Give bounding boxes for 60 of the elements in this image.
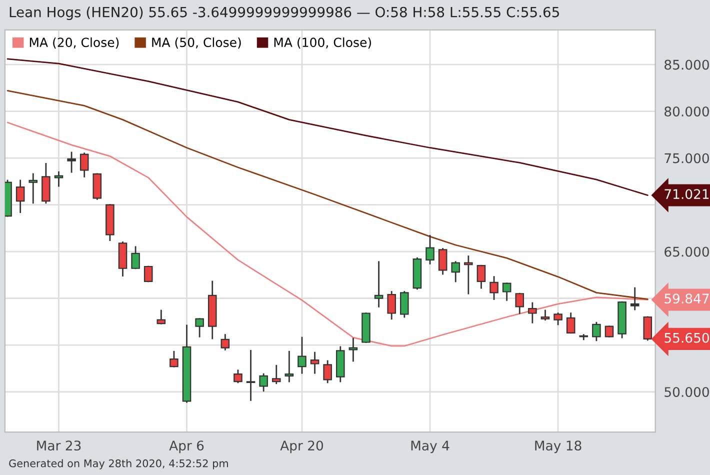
y-tick-label: 80.000 [664, 106, 709, 116]
x-tick-label: Apr 6 [169, 440, 204, 454]
candlestick [54, 171, 64, 187]
y-tick-label: 50.000 [664, 387, 709, 398]
candlestick [438, 248, 448, 275]
candlestick [592, 322, 601, 342]
candlestick [515, 292, 524, 314]
candlestick [387, 291, 396, 320]
candlestick [80, 152, 89, 178]
legend-label: MA (20, Close) [30, 37, 119, 49]
candlestick [451, 261, 460, 282]
candlestick [566, 312, 576, 334]
x-tick-label: Mar 23 [37, 440, 81, 451]
text: Generated on May 28th 2020, 4:52:52 pm [9, 459, 228, 470]
candlestick [284, 350, 294, 382]
candlestick [67, 152, 76, 173]
candlestick [502, 282, 512, 301]
candlestick [540, 310, 550, 320]
text: 55.650 [664, 332, 709, 343]
line-series [6, 90, 648, 300]
candlestick [170, 350, 178, 368]
candlestick [476, 264, 486, 289]
candlestick [144, 266, 153, 282]
candlestick [298, 336, 306, 374]
chart-title: Lean Hogs (HEN20) 55.65 -3.6499999999999986 — O:58 H:58 L:55.55 C:55.65 [10, 6, 559, 20]
x-tick-label: May 18 [535, 440, 582, 454]
candlestick [195, 318, 204, 338]
legend-label: MA (50, Close) [152, 37, 241, 49]
x-tick-label: May 4 [411, 440, 450, 454]
candlestick [630, 287, 640, 310]
candlestick [310, 352, 320, 374]
candlestick [374, 261, 384, 308]
candlestick [554, 312, 562, 326]
y-tick-label: 85.000 [664, 60, 709, 70]
candlestick [604, 326, 614, 338]
line-series [6, 122, 648, 347]
candlestick [426, 234, 434, 264]
candlestick [528, 302, 537, 324]
candlestick [246, 350, 256, 401]
candlestick [464, 256, 473, 294]
candlestick [156, 310, 166, 324]
y-tick-label: 75.000 [664, 153, 709, 164]
candlestick [348, 338, 358, 362]
data-label: 59.847 [664, 294, 709, 304]
line-series [6, 58, 648, 196]
candlestick [259, 373, 268, 392]
y-tick-label: 65.000 [664, 246, 709, 257]
candlestick [323, 360, 332, 384]
candlestick [400, 291, 409, 318]
candlestick [16, 180, 25, 213]
candlestick [579, 334, 588, 340]
candlestick [234, 370, 242, 384]
candlestick [28, 173, 38, 204]
data-label: 71.021 [664, 189, 709, 200]
legend-label: MA (100, Close) [274, 37, 371, 49]
candlestick [220, 334, 230, 350]
candlestick [131, 246, 140, 270]
candlestick [490, 276, 498, 300]
x-tick-label: Apr 20 [280, 440, 324, 454]
candlestick [272, 364, 281, 384]
